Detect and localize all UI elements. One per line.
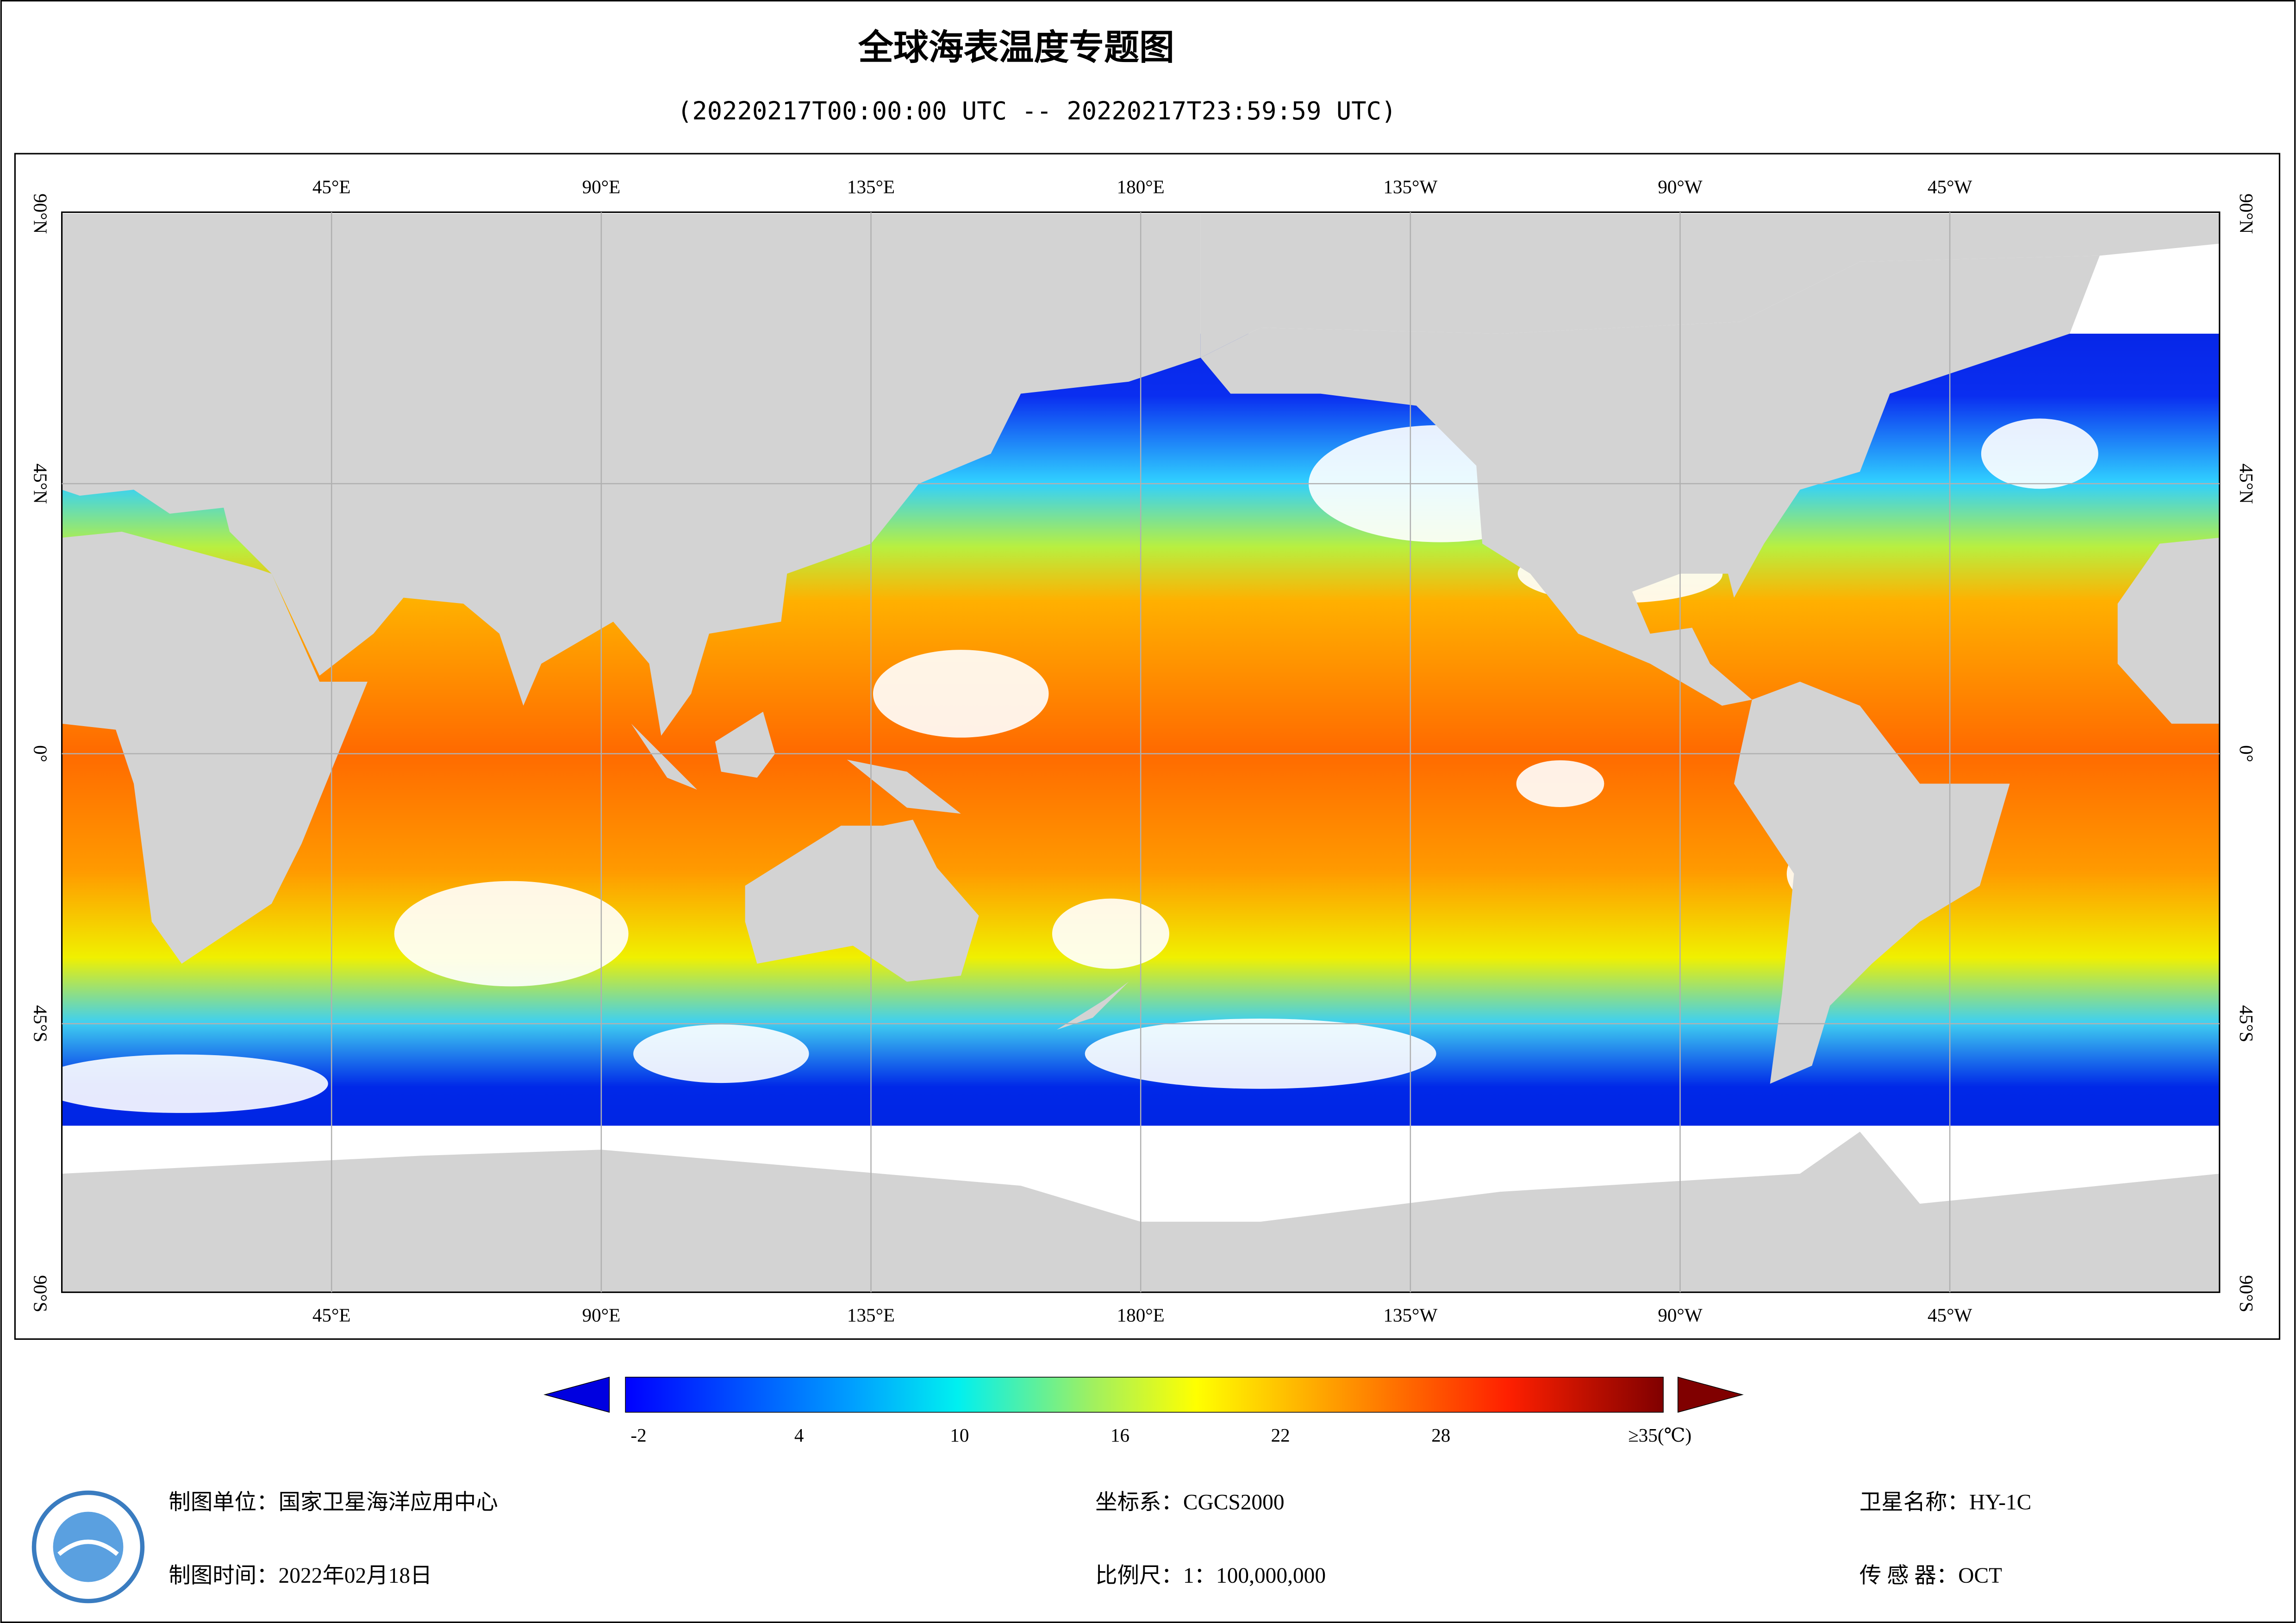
lat-label-right: 90°N — [2236, 193, 2257, 234]
landmass — [847, 759, 961, 814]
footer-date: 制图时间：2022年02月18日 — [168, 1564, 432, 1588]
colorbar-low-arrow — [543, 1376, 610, 1413]
lat-label-left: 90°S — [30, 1275, 51, 1312]
lon-label-bottom: 45°E — [312, 1305, 351, 1326]
colorbar-high-arrow — [1677, 1376, 1744, 1413]
lon-label-top: 180°E — [1117, 176, 1165, 197]
lat-label-left: 90°N — [30, 193, 51, 234]
footer-scale: 比例尺：1：100,000,000 — [1095, 1564, 1326, 1588]
lon-label-bottom: 45°W — [1928, 1305, 1972, 1326]
title: 全球海表温度专题图 — [858, 27, 1174, 68]
lon-label-top: 45°E — [312, 176, 351, 197]
cloud — [1052, 898, 1169, 969]
lon-label-top: 90°E — [582, 176, 621, 197]
cloud — [873, 650, 1049, 738]
colorbar: -2 4 10 16 22 28 ≥35(℃) — [543, 1376, 1744, 1446]
footer-unit: 制图单位：国家卫星海洋应用中心 — [168, 1491, 498, 1515]
colorbar-ramp — [625, 1376, 1664, 1413]
landmass — [62, 213, 1201, 736]
lon-label-top: 45°W — [1928, 176, 1972, 197]
lon-label-top: 135°W — [1383, 176, 1437, 197]
lon-label-bottom: 90°W — [1658, 1305, 1703, 1326]
lat-label-left: 0° — [30, 745, 51, 762]
colorbar-tick-label: -2 — [630, 1424, 646, 1446]
cloud — [394, 881, 629, 987]
colorbar-tick-label: 22 — [1271, 1424, 1290, 1446]
colorbar-tick-label: 10 — [950, 1424, 969, 1446]
cloud — [62, 1054, 328, 1113]
lon-label-top: 135°E — [847, 176, 895, 197]
colorbar-tick-label: ≥35(℃) — [1628, 1424, 1691, 1446]
colorbar-tick-label: 4 — [794, 1424, 804, 1446]
map — [62, 212, 2220, 1293]
lat-label-right: 45°N — [2236, 464, 2257, 504]
footer-crs: 坐标系：CGCS2000 — [1095, 1491, 1284, 1515]
lon-label-top: 90°W — [1658, 176, 1703, 197]
graticule: 45°E 45°E 90°E 90°E 135°E 135°E 180°E 180°E 135°… — [30, 176, 2258, 1325]
colorbar-tick-label: 28 — [1431, 1424, 1450, 1446]
lon-label-bottom: 135°E — [847, 1305, 895, 1326]
logo — [31, 1490, 145, 1604]
cloud — [1981, 418, 2098, 489]
subtitle: (20220217T00:00:00 UTC -- 20220217T23:59… — [677, 96, 1396, 125]
landmass — [1200, 213, 2220, 358]
lat-label-left: 45°N — [30, 464, 51, 504]
footer-sensor: 传 感 器：OCT — [1859, 1564, 2002, 1588]
cloud — [633, 1024, 809, 1083]
lon-label-bottom: 180°E — [1117, 1305, 1165, 1326]
lon-label-bottom: 90°E — [582, 1305, 621, 1326]
cloud — [1516, 760, 1604, 808]
lat-label-left: 45°S — [30, 1005, 51, 1042]
landmass — [62, 531, 368, 964]
landmass — [745, 820, 979, 982]
landmass — [1734, 682, 2010, 1084]
landmass — [2117, 537, 2220, 724]
lat-label-right: 45°S — [2236, 1005, 2257, 1042]
landmass — [715, 711, 775, 778]
footer-satellite: 卫星名称：HY-1C — [1859, 1491, 2031, 1515]
lon-label-bottom: 135°W — [1383, 1305, 1437, 1326]
map-frame — [14, 153, 2281, 1340]
cloud — [1085, 1018, 1436, 1089]
colorbar-tick-label: 16 — [1111, 1424, 1129, 1446]
lat-label-right: 90°S — [2236, 1275, 2257, 1312]
landmass — [1200, 255, 2100, 706]
lat-label-right: 0° — [2236, 745, 2257, 762]
